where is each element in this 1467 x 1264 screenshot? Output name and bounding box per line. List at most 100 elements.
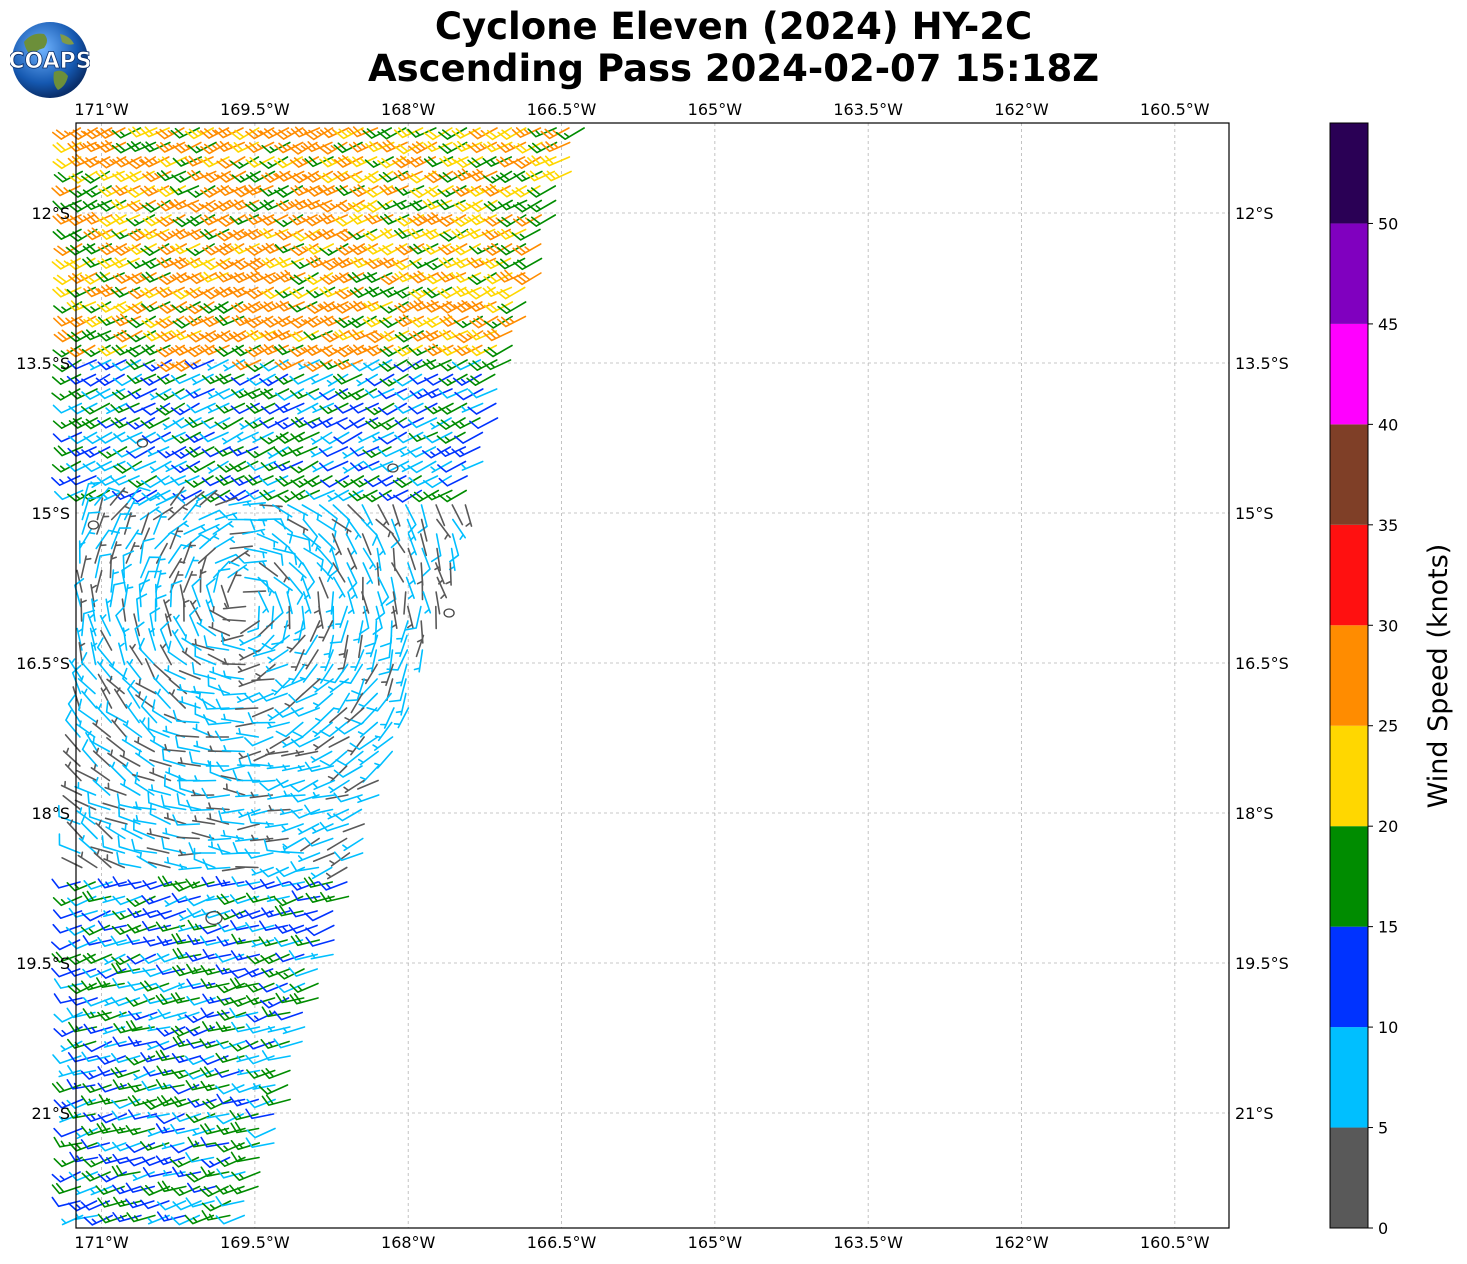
wind-barb <box>152 674 170 695</box>
wind-barb <box>452 286 482 297</box>
wind-barb <box>390 518 401 549</box>
wind-barb <box>342 823 365 833</box>
wind-barb <box>317 547 334 576</box>
map-frame <box>75 122 1230 1229</box>
wind-barb <box>153 663 172 680</box>
wind-barb <box>140 126 170 138</box>
wind-barb <box>231 257 261 271</box>
wind-barb <box>121 823 143 840</box>
wind-barb <box>469 417 499 429</box>
wind-barb <box>273 562 290 583</box>
wind-barb <box>75 1185 98 1196</box>
wind-barb <box>244 692 274 703</box>
wind-barb <box>316 605 324 629</box>
wind-barb <box>337 649 349 673</box>
wind-barb <box>303 141 333 153</box>
wind-barb <box>159 621 170 651</box>
wind-barb <box>483 301 514 314</box>
wind-barb <box>221 866 246 872</box>
wind-barb <box>171 301 201 314</box>
wind-barb <box>374 750 393 769</box>
wind-barb <box>215 140 245 152</box>
lat-tick-label-left: 21°S <box>31 1104 70 1123</box>
wind-barb <box>230 920 260 931</box>
wind-barb <box>149 388 172 401</box>
wind-barb <box>438 475 468 487</box>
wind-barb <box>97 1171 127 1183</box>
wind-barb <box>186 799 215 812</box>
wind-barb <box>320 431 350 445</box>
wind-barb <box>192 815 216 825</box>
wind-barb <box>171 344 201 356</box>
wind-barb <box>232 769 261 782</box>
wind-barb <box>421 330 451 342</box>
wind-barb <box>149 607 161 637</box>
wind-barb <box>273 460 304 472</box>
wind-barb <box>157 1180 187 1193</box>
wind-barb <box>222 783 246 796</box>
wind-barb <box>236 431 259 443</box>
wind-barb <box>178 696 201 709</box>
wind-barb <box>258 692 288 702</box>
wind-barb <box>126 659 142 680</box>
wind-barb <box>110 475 140 486</box>
wind-barb <box>229 545 253 550</box>
wind-barb <box>78 698 98 724</box>
wind-barb <box>407 417 438 429</box>
wind-barb <box>171 1185 201 1197</box>
wind-barb <box>81 373 111 387</box>
wind-barb <box>139 980 170 992</box>
lat-tick-label-right: 19.5°S <box>1235 954 1289 973</box>
wind-barb <box>333 808 363 822</box>
wind-barb <box>388 678 407 703</box>
wind-barb <box>326 808 350 820</box>
wind-barb <box>366 692 392 712</box>
wind-barb <box>512 272 542 286</box>
wind-barb <box>451 272 482 283</box>
wind-barb <box>483 344 513 358</box>
wind-barb <box>208 841 231 854</box>
coastlines <box>87 438 455 926</box>
wind-barb <box>424 170 454 184</box>
wind-barb <box>289 170 319 184</box>
wind-barb <box>312 678 334 693</box>
wind-barb <box>265 748 289 756</box>
colorbar-segment <box>1330 223 1368 324</box>
wind-barb <box>364 243 394 255</box>
wind-barb <box>302 518 318 547</box>
wind-barb <box>423 388 453 399</box>
wind-barb <box>377 127 407 140</box>
wind-barb <box>199 301 229 314</box>
wind-barb <box>83 211 113 225</box>
lat-tick-label-left: 12°S <box>31 204 70 223</box>
wind-barb <box>97 242 127 256</box>
wind-barb <box>202 948 232 960</box>
wind-barb <box>142 1167 172 1178</box>
wind-barb <box>244 344 274 358</box>
wind-barb <box>126 460 157 472</box>
wind-barb <box>275 968 305 980</box>
wind-barb <box>105 402 128 415</box>
wind-barb <box>245 1054 275 1065</box>
wind-barb <box>155 228 185 242</box>
wind-barb <box>394 228 424 239</box>
wind-barb <box>301 504 323 521</box>
colorbar-segment <box>1330 123 1368 224</box>
lon-tick-label-top: 162°W <box>994 100 1049 119</box>
wind-barb <box>152 506 175 521</box>
wind-barb <box>53 243 83 256</box>
wind-barb <box>312 852 335 863</box>
wind-barb <box>121 563 132 593</box>
wind-barb <box>170 1096 200 1108</box>
colorbar-tick-label: 5 <box>1378 1119 1388 1138</box>
chart-title-line1: Cyclone Eleven (2024) HY-2C <box>434 5 1033 48</box>
wind-barb <box>304 243 334 255</box>
wind-barb <box>333 431 363 445</box>
colorbar-tick-label: 0 <box>1378 1219 1388 1238</box>
wind-barb <box>310 952 334 960</box>
wind-barb <box>185 301 215 315</box>
wind-barb <box>186 963 216 975</box>
wind-barb <box>121 598 127 622</box>
wind-barb <box>80 402 111 415</box>
wind-barb <box>291 228 321 242</box>
